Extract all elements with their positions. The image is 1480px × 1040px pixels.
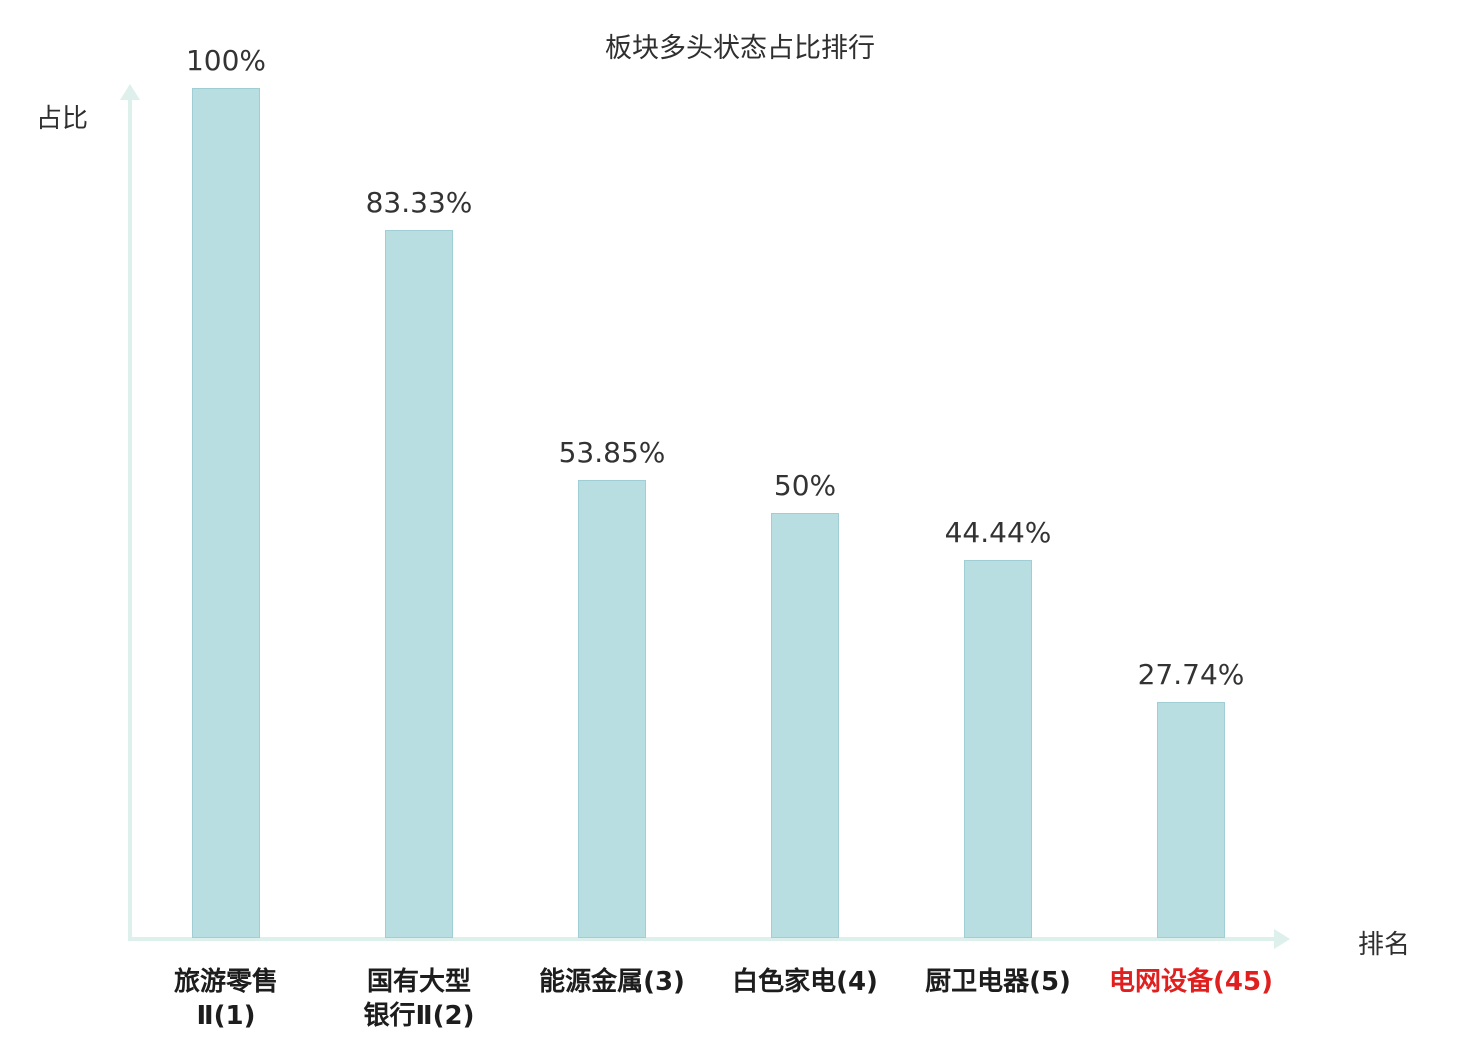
bar-5 xyxy=(964,560,1032,938)
x-axis-label: 排名 xyxy=(1358,930,1411,960)
category-label: 厨卫电器(5) xyxy=(925,967,1071,997)
bar-6 xyxy=(1157,702,1225,938)
category-label: 旅游零售 Ⅱ(1) xyxy=(173,967,278,1031)
bar-value-label: 53.85% xyxy=(558,436,666,470)
bar-value-label: 100% xyxy=(185,44,267,77)
bar-2 xyxy=(385,229,453,938)
x-axis-arrow-icon xyxy=(1274,929,1290,949)
y-axis-line xyxy=(128,96,132,941)
chart-title: 板块多头状态占比排行 xyxy=(605,33,875,64)
bar-value-label: 50% xyxy=(773,469,837,502)
category-label: 电网设备(45) xyxy=(1109,967,1273,997)
bar-4 xyxy=(771,513,839,938)
category-label: 白色家电(4) xyxy=(732,967,878,997)
bar-value-label: 27.74% xyxy=(1137,658,1245,692)
category-label: 能源金属(3) xyxy=(539,967,685,997)
y-axis-arrow-icon xyxy=(120,84,140,100)
category-label: 国有大型 银行Ⅱ(2) xyxy=(363,967,475,1031)
bar-1 xyxy=(192,88,260,938)
y-axis-label: 占比 xyxy=(36,104,89,134)
bar-3 xyxy=(578,480,646,938)
bar-value-label: 44.44% xyxy=(944,516,1052,550)
x-axis-line xyxy=(130,937,1276,941)
bar-value-label: 83.33% xyxy=(365,185,473,219)
